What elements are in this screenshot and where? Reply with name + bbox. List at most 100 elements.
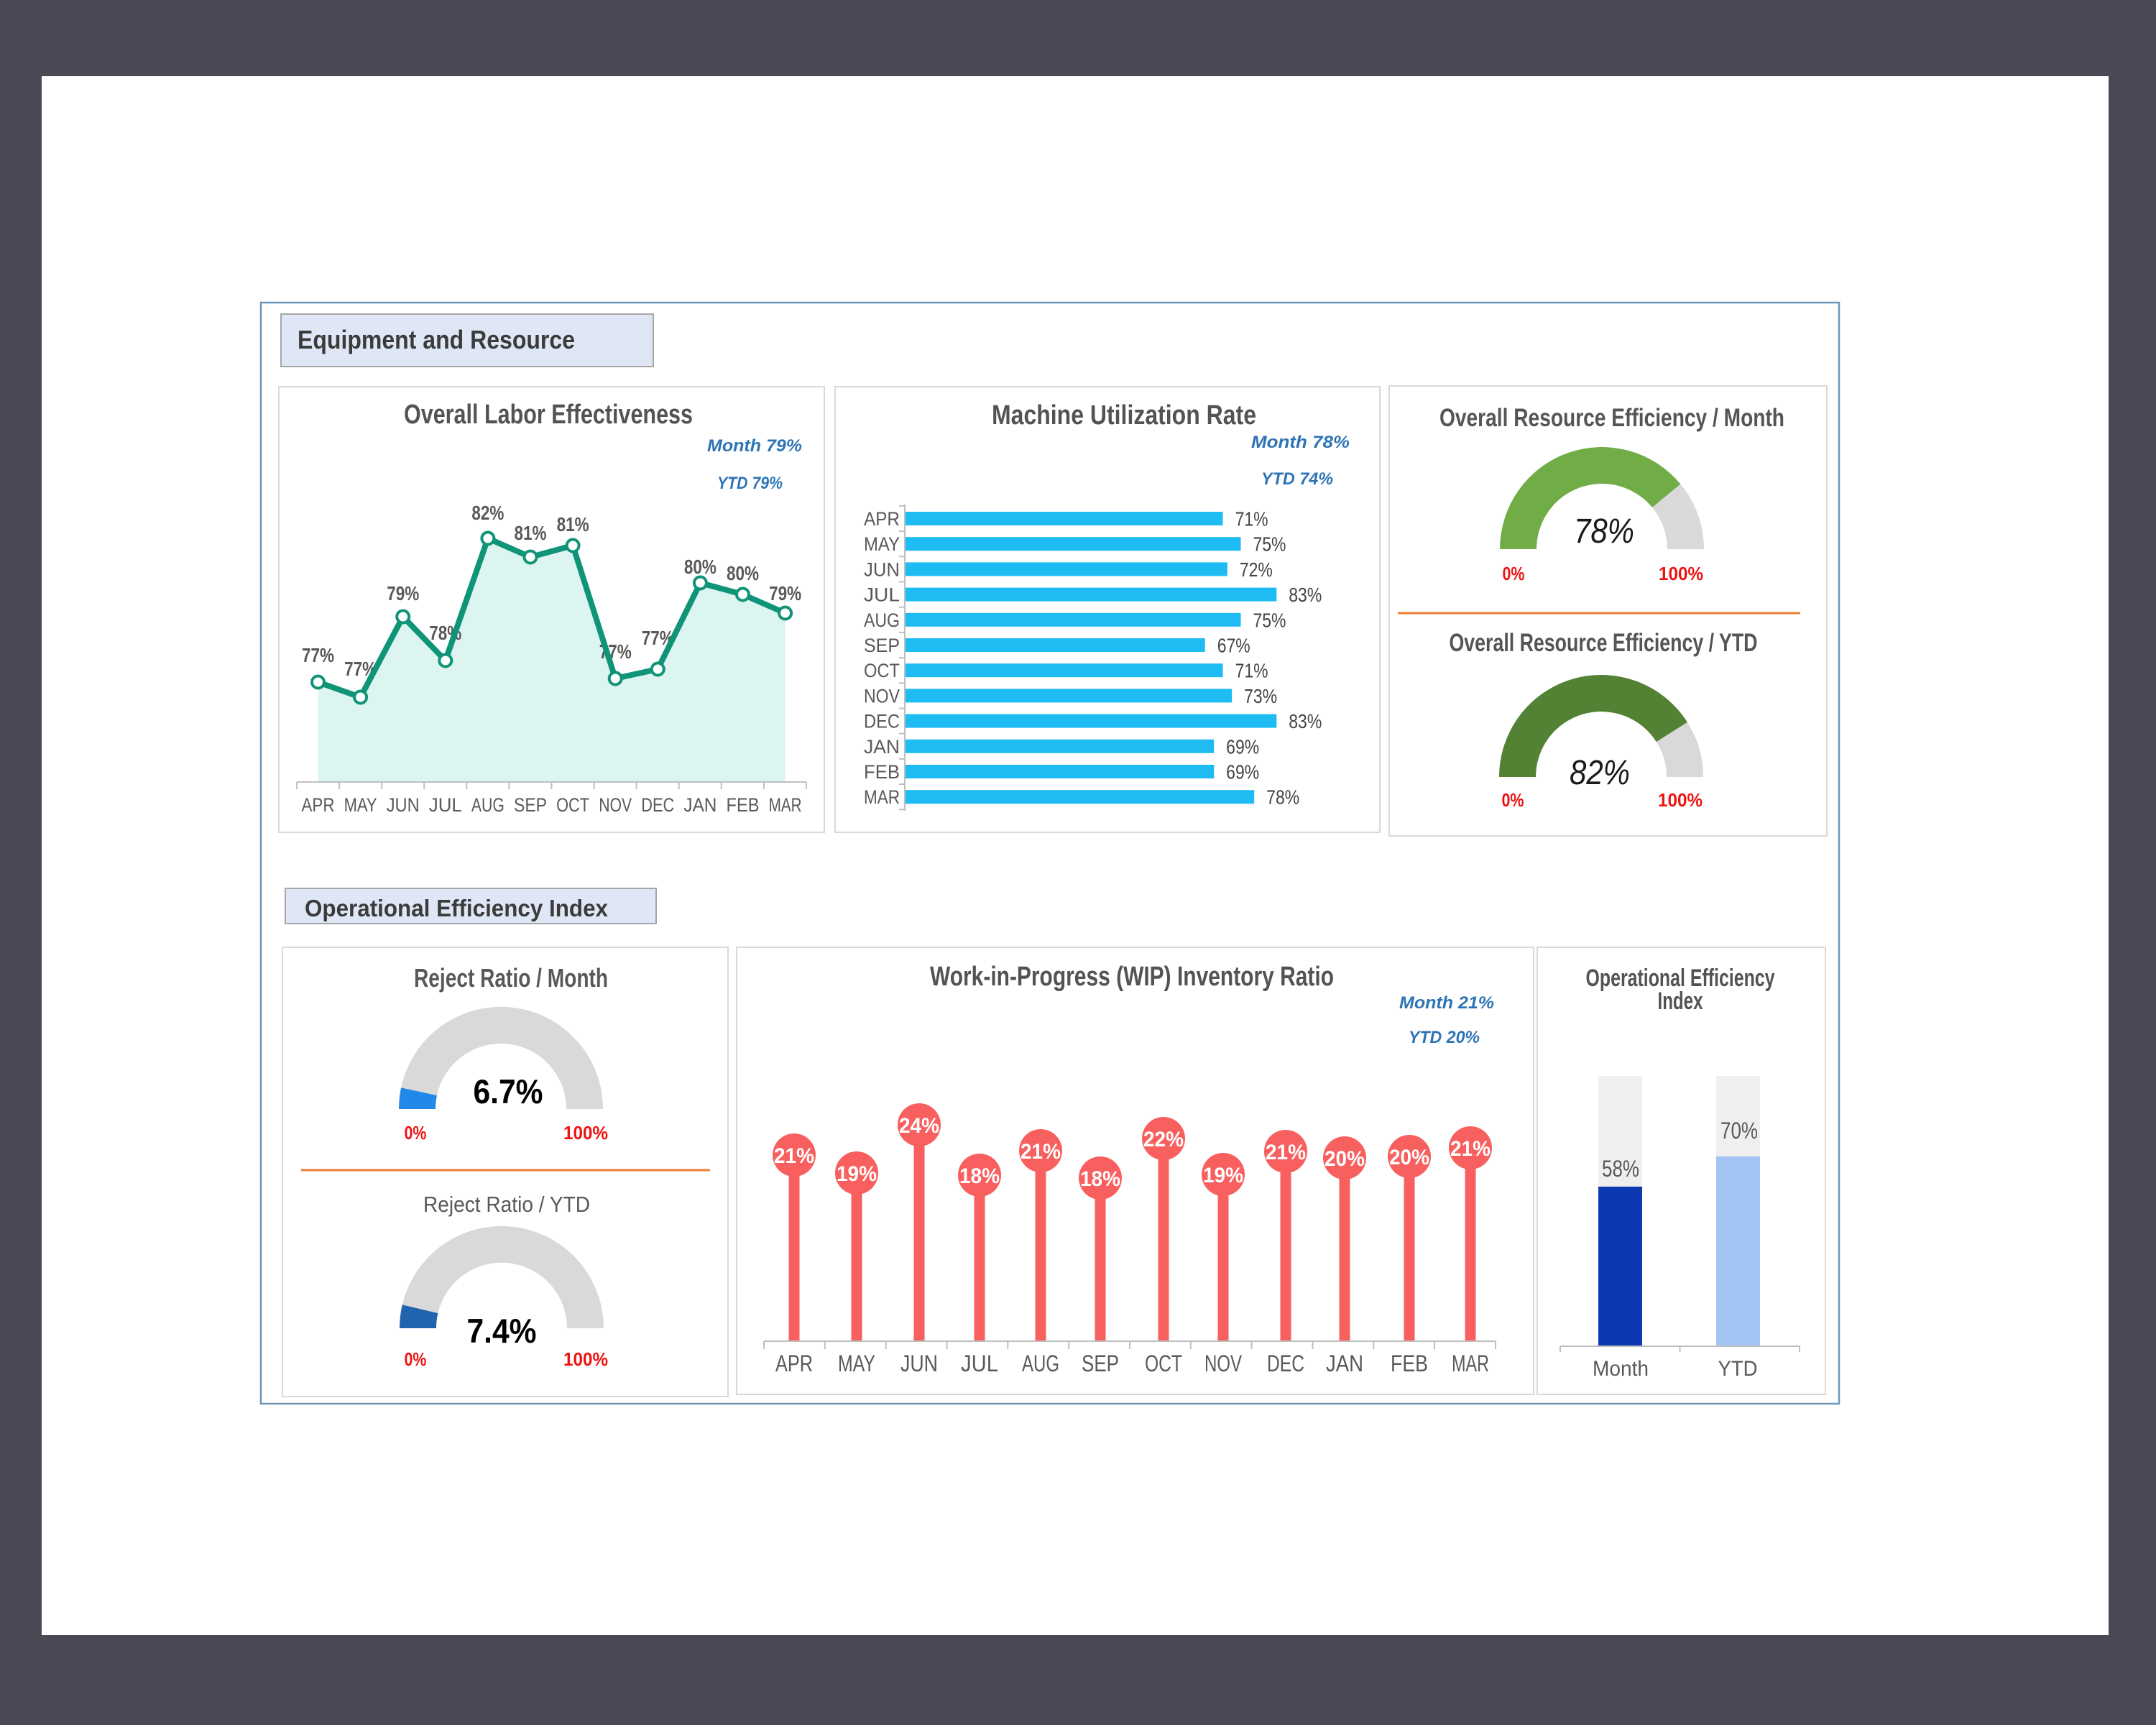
svg-text:78%: 78%	[1266, 786, 1299, 809]
svg-text:JUN: JUN	[900, 1351, 938, 1376]
svg-text:79%: 79%	[387, 582, 419, 604]
svg-text:YTD 20%: YTD 20%	[1409, 1028, 1480, 1047]
svg-text:70%: 70%	[1720, 1118, 1758, 1144]
svg-text:6.7%: 6.7%	[474, 1072, 543, 1110]
svg-text:MAR: MAR	[769, 794, 802, 816]
svg-text:Overall Labor Effectiveness: Overall Labor Effectiveness	[404, 400, 693, 430]
svg-text:69%: 69%	[1226, 735, 1259, 758]
svg-text:21%: 21%	[774, 1144, 814, 1168]
svg-text:77%: 77%	[302, 644, 334, 666]
svg-text:JUN: JUN	[387, 794, 420, 816]
svg-text:24%: 24%	[899, 1114, 939, 1138]
svg-text:72%: 72%	[1240, 558, 1273, 581]
svg-text:82%: 82%	[471, 502, 504, 524]
svg-text:0%: 0%	[405, 1122, 427, 1144]
svg-text:FEB: FEB	[864, 761, 900, 783]
svg-text:AUG: AUG	[1022, 1351, 1059, 1376]
svg-text:DEC: DEC	[864, 711, 900, 732]
svg-text:YTD 79%: YTD 79%	[717, 474, 783, 493]
svg-text:79%: 79%	[769, 582, 801, 604]
svg-text:Reject Ratio / Month: Reject Ratio / Month	[414, 963, 608, 993]
svg-text:APR: APR	[864, 508, 900, 530]
svg-text:JAN: JAN	[864, 736, 900, 758]
svg-text:DEC: DEC	[1267, 1351, 1304, 1376]
svg-text:21%: 21%	[1266, 1141, 1306, 1164]
svg-text:0%: 0%	[405, 1348, 427, 1370]
svg-text:100%: 100%	[1659, 563, 1703, 584]
svg-text:82%: 82%	[1570, 754, 1630, 792]
svg-text:FEB: FEB	[727, 794, 760, 816]
svg-text:20%: 20%	[1389, 1146, 1429, 1169]
svg-text:OCT: OCT	[1145, 1351, 1182, 1376]
svg-text:SEP: SEP	[864, 635, 900, 656]
svg-text:JAN: JAN	[683, 794, 717, 816]
svg-text:Month 21%: Month 21%	[1399, 993, 1494, 1013]
svg-text:0%: 0%	[1503, 563, 1525, 584]
svg-text:Operational Efficiency Index: Operational Efficiency Index	[305, 895, 609, 921]
svg-text:JAN: JAN	[1326, 1351, 1363, 1376]
svg-text:MAY: MAY	[344, 794, 377, 816]
svg-text:21%: 21%	[1021, 1140, 1061, 1164]
svg-text:100%: 100%	[563, 1122, 608, 1144]
svg-text:OCT: OCT	[864, 660, 900, 681]
svg-text:AUG: AUG	[864, 610, 900, 631]
svg-text:MAY: MAY	[838, 1351, 875, 1376]
svg-text:AUG: AUG	[471, 794, 505, 816]
svg-text:80%: 80%	[684, 556, 717, 578]
svg-text:YTD 74%: YTD 74%	[1261, 469, 1333, 489]
svg-text:JUL: JUL	[961, 1351, 998, 1376]
svg-text:SEP: SEP	[1082, 1351, 1119, 1376]
svg-text:NOV: NOV	[599, 794, 632, 816]
svg-text:Overall Resource Efficiency /: Overall Resource Efficiency / Month	[1439, 404, 1784, 432]
svg-text:20%: 20%	[1325, 1147, 1365, 1171]
svg-text:JUL: JUL	[864, 584, 900, 606]
svg-text:APR: APR	[302, 794, 335, 816]
svg-text:19%: 19%	[1203, 1164, 1243, 1187]
svg-text:83%: 83%	[1289, 584, 1322, 606]
svg-text:67%: 67%	[1217, 635, 1250, 657]
svg-text:Month: Month	[1593, 1357, 1649, 1381]
svg-text:Month 79%: Month 79%	[707, 436, 802, 456]
svg-text:YTD: YTD	[1718, 1357, 1758, 1381]
svg-text:SEP: SEP	[514, 794, 547, 816]
svg-text:MAR: MAR	[1452, 1351, 1489, 1376]
svg-text:Work-in-Progress (WIP) Invento: Work-in-Progress (WIP) Inventory Ratio	[930, 962, 1334, 992]
svg-text:Index: Index	[1658, 988, 1703, 1015]
svg-text:19%: 19%	[837, 1162, 877, 1186]
svg-text:0%: 0%	[1502, 789, 1524, 811]
svg-text:75%: 75%	[1253, 609, 1286, 631]
svg-text:22%: 22%	[1143, 1128, 1184, 1151]
svg-text:73%: 73%	[1244, 685, 1277, 707]
svg-text:Equipment and Resource: Equipment and Resource	[298, 325, 575, 354]
svg-text:NOV: NOV	[864, 685, 900, 707]
svg-text:JUN: JUN	[864, 558, 900, 580]
svg-text:MAR: MAR	[864, 786, 900, 808]
svg-text:100%: 100%	[563, 1348, 608, 1370]
svg-text:58%: 58%	[1602, 1156, 1639, 1182]
svg-text:OCT: OCT	[556, 794, 589, 816]
svg-text:NOV: NOV	[1204, 1351, 1242, 1376]
svg-text:Month 78%: Month 78%	[1251, 433, 1350, 452]
svg-text:Operational Efficiency: Operational Efficiency	[1586, 965, 1775, 992]
svg-text:71%: 71%	[1235, 508, 1268, 530]
svg-text:83%: 83%	[1289, 710, 1322, 732]
svg-text:21%: 21%	[1450, 1137, 1491, 1161]
svg-text:18%: 18%	[959, 1164, 1000, 1188]
svg-text:7.4%: 7.4%	[467, 1312, 537, 1350]
svg-text:78%: 78%	[1574, 512, 1634, 551]
svg-text:JUL: JUL	[429, 794, 462, 816]
svg-text:APR: APR	[775, 1351, 813, 1376]
svg-text:75%: 75%	[1253, 533, 1286, 556]
svg-text:80%: 80%	[727, 562, 759, 584]
svg-text:DEC: DEC	[641, 794, 674, 816]
svg-text:18%: 18%	[1080, 1167, 1120, 1191]
svg-text:71%: 71%	[1235, 660, 1268, 682]
svg-text:FEB: FEB	[1391, 1351, 1428, 1376]
svg-text:100%: 100%	[1658, 789, 1703, 811]
svg-text:MAY: MAY	[864, 533, 900, 555]
svg-text:Overall Resource Efficiency /: Overall Resource Efficiency / YTD	[1450, 629, 1758, 657]
svg-text:69%: 69%	[1226, 761, 1259, 783]
svg-text:81%: 81%	[515, 522, 547, 544]
svg-text:Reject Ratio / YTD: Reject Ratio / YTD	[423, 1192, 590, 1217]
svg-text:81%: 81%	[557, 513, 589, 535]
